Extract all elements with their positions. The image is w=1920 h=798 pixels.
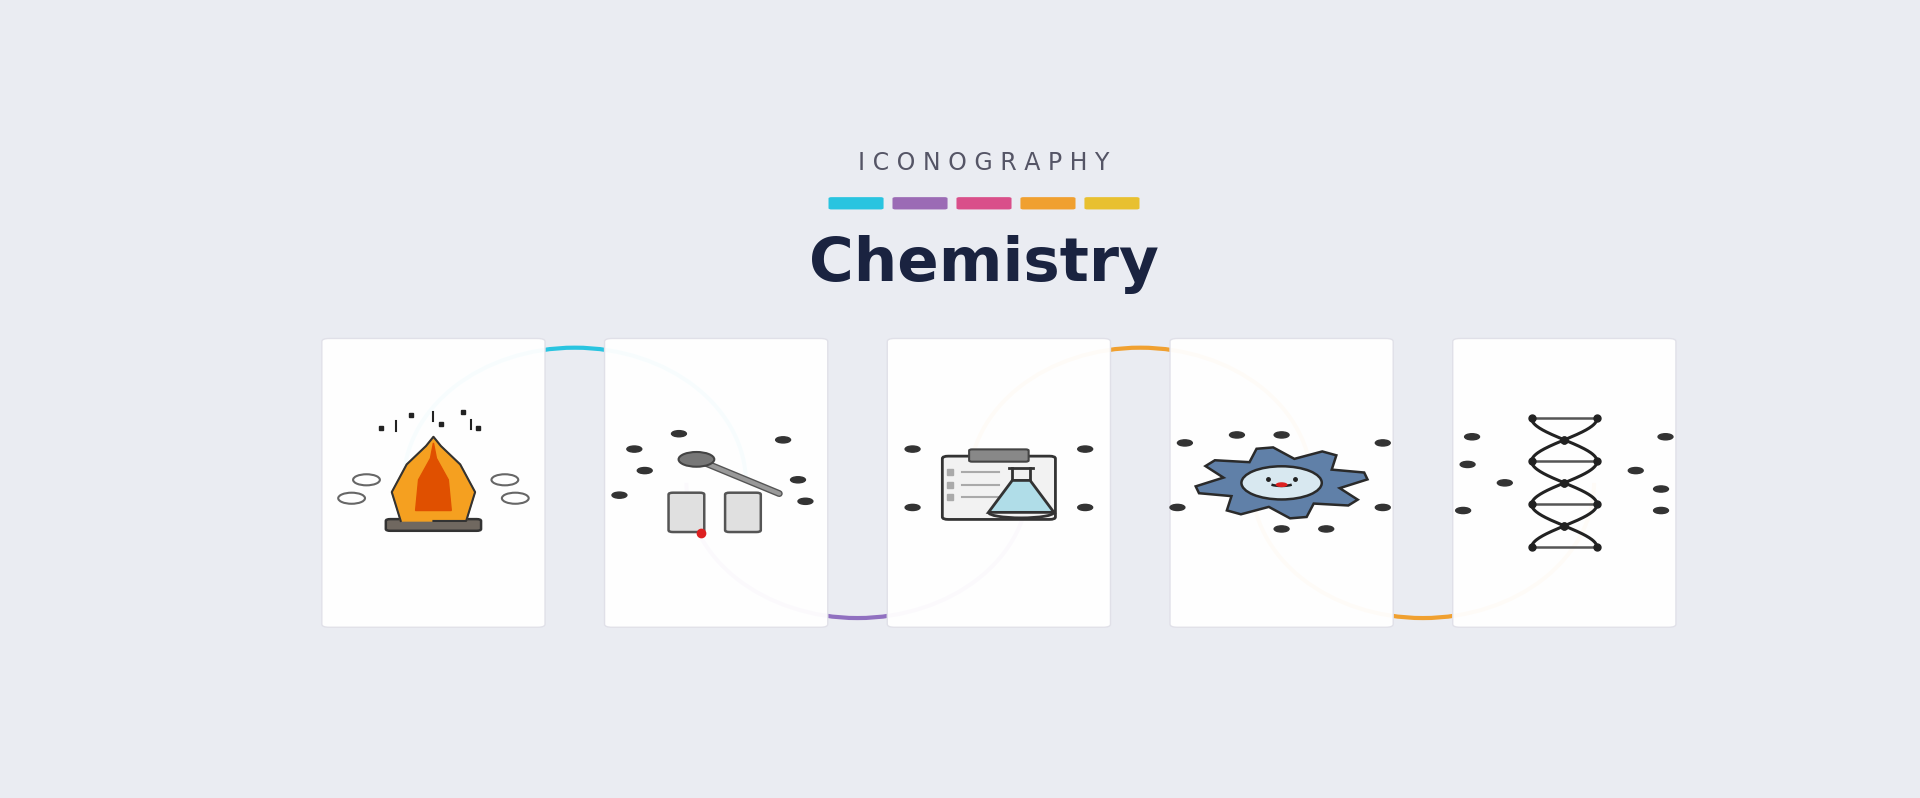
Circle shape: [1653, 486, 1668, 492]
Circle shape: [799, 498, 812, 504]
Circle shape: [1275, 432, 1288, 438]
Circle shape: [1459, 461, 1475, 468]
Circle shape: [637, 468, 653, 474]
Circle shape: [1465, 434, 1480, 440]
Polygon shape: [989, 480, 1054, 512]
Circle shape: [1659, 434, 1672, 440]
Circle shape: [791, 476, 806, 483]
Polygon shape: [415, 443, 451, 511]
FancyBboxPatch shape: [1085, 197, 1139, 209]
FancyBboxPatch shape: [386, 519, 482, 531]
FancyBboxPatch shape: [893, 197, 948, 209]
FancyBboxPatch shape: [887, 338, 1110, 627]
Circle shape: [1653, 508, 1668, 514]
Circle shape: [1319, 526, 1334, 532]
Circle shape: [745, 514, 760, 519]
Circle shape: [1628, 468, 1644, 474]
Polygon shape: [1196, 448, 1367, 519]
FancyBboxPatch shape: [323, 338, 545, 627]
Circle shape: [1229, 432, 1244, 438]
Circle shape: [1375, 504, 1390, 511]
Circle shape: [1455, 508, 1471, 514]
Circle shape: [612, 492, 628, 498]
FancyBboxPatch shape: [1169, 338, 1394, 627]
FancyBboxPatch shape: [956, 197, 1012, 209]
Circle shape: [1177, 440, 1192, 446]
FancyBboxPatch shape: [970, 449, 1029, 462]
Circle shape: [1375, 440, 1390, 446]
FancyBboxPatch shape: [1020, 197, 1075, 209]
Circle shape: [678, 452, 714, 467]
Text: Chemistry: Chemistry: [808, 235, 1160, 294]
Circle shape: [904, 446, 920, 452]
Circle shape: [1077, 446, 1092, 452]
Circle shape: [776, 437, 791, 443]
FancyBboxPatch shape: [605, 338, 828, 627]
Circle shape: [1242, 466, 1321, 500]
FancyBboxPatch shape: [943, 456, 1056, 519]
Text: I C O N O G R A P H Y: I C O N O G R A P H Y: [858, 152, 1110, 176]
Circle shape: [1275, 482, 1288, 487]
Circle shape: [1498, 480, 1513, 486]
Circle shape: [672, 431, 687, 437]
FancyBboxPatch shape: [829, 197, 883, 209]
Circle shape: [904, 504, 920, 511]
FancyBboxPatch shape: [668, 492, 705, 532]
Circle shape: [1077, 504, 1092, 511]
Polygon shape: [392, 437, 474, 521]
Circle shape: [1169, 504, 1185, 511]
FancyBboxPatch shape: [1453, 338, 1676, 627]
Circle shape: [626, 446, 641, 452]
FancyBboxPatch shape: [726, 492, 760, 532]
Circle shape: [1275, 526, 1288, 532]
